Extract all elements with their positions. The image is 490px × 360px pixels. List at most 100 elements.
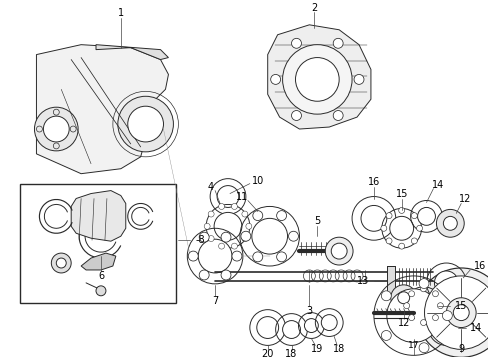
Circle shape [198, 239, 232, 273]
Circle shape [217, 186, 239, 207]
Text: 6: 6 [98, 271, 104, 281]
Circle shape [295, 58, 339, 101]
Circle shape [242, 211, 248, 217]
Circle shape [231, 243, 238, 249]
Circle shape [333, 38, 343, 48]
Circle shape [398, 292, 410, 304]
Polygon shape [36, 45, 169, 174]
Text: 9: 9 [458, 345, 465, 354]
Circle shape [354, 75, 364, 84]
Text: 15: 15 [395, 189, 408, 199]
Text: 19: 19 [311, 345, 323, 354]
Circle shape [420, 286, 426, 292]
Text: 20: 20 [262, 349, 274, 359]
Circle shape [446, 298, 476, 328]
Polygon shape [268, 25, 371, 129]
Circle shape [325, 237, 353, 265]
Circle shape [304, 319, 319, 333]
Circle shape [437, 318, 456, 337]
Circle shape [419, 343, 429, 353]
Circle shape [321, 315, 337, 330]
Text: 5: 5 [314, 216, 320, 226]
Text: 12: 12 [397, 318, 410, 328]
Circle shape [411, 238, 417, 244]
Circle shape [231, 203, 238, 210]
Circle shape [199, 232, 209, 242]
Text: 10: 10 [252, 176, 264, 186]
Circle shape [438, 303, 443, 309]
Circle shape [56, 258, 66, 268]
Circle shape [433, 315, 439, 321]
Circle shape [399, 243, 405, 249]
Circle shape [34, 107, 78, 151]
Text: 12: 12 [459, 194, 471, 203]
Circle shape [188, 251, 198, 261]
Circle shape [386, 238, 392, 244]
Circle shape [381, 291, 392, 301]
Text: 14: 14 [470, 323, 483, 333]
Circle shape [44, 116, 69, 142]
Text: 3: 3 [306, 306, 313, 316]
Circle shape [416, 268, 490, 357]
Text: 4: 4 [207, 181, 213, 192]
Circle shape [381, 225, 387, 231]
Circle shape [420, 320, 426, 325]
Text: 16: 16 [474, 261, 487, 271]
Circle shape [292, 38, 301, 48]
Circle shape [387, 289, 441, 342]
Text: 1: 1 [118, 8, 124, 18]
Text: 2: 2 [311, 3, 318, 13]
Circle shape [128, 106, 164, 142]
Circle shape [96, 286, 106, 296]
Circle shape [221, 232, 231, 242]
Text: 17: 17 [408, 341, 419, 350]
Circle shape [270, 75, 281, 84]
Polygon shape [71, 190, 126, 241]
Circle shape [221, 270, 231, 280]
Text: 7: 7 [212, 296, 218, 306]
Circle shape [246, 223, 252, 229]
Circle shape [289, 231, 298, 241]
Circle shape [219, 203, 224, 210]
Text: 14: 14 [432, 180, 444, 190]
Polygon shape [96, 45, 169, 59]
Text: 13: 13 [357, 276, 369, 286]
Circle shape [283, 45, 352, 114]
Text: 18: 18 [333, 345, 345, 354]
Circle shape [242, 235, 248, 242]
Circle shape [437, 210, 464, 237]
Circle shape [433, 291, 439, 297]
Circle shape [208, 211, 214, 217]
Circle shape [199, 270, 209, 280]
Circle shape [391, 285, 416, 311]
Circle shape [424, 276, 490, 349]
Circle shape [292, 111, 301, 121]
Circle shape [411, 213, 417, 219]
Circle shape [277, 252, 287, 262]
Polygon shape [81, 253, 116, 270]
Text: -8: -8 [195, 235, 205, 245]
Circle shape [416, 225, 422, 231]
Circle shape [381, 330, 392, 341]
Circle shape [208, 235, 214, 242]
Circle shape [257, 316, 279, 338]
Bar [20, 184, 176, 303]
Circle shape [241, 231, 251, 241]
Bar [387, 266, 395, 296]
Circle shape [413, 295, 435, 316]
Text: 11: 11 [236, 192, 248, 202]
Circle shape [253, 211, 263, 221]
Circle shape [443, 216, 457, 230]
Circle shape [419, 279, 429, 288]
Circle shape [435, 271, 458, 295]
Circle shape [283, 321, 300, 338]
Circle shape [409, 315, 415, 321]
Text: 15: 15 [455, 301, 467, 311]
Circle shape [253, 252, 263, 262]
Circle shape [232, 251, 242, 261]
Circle shape [399, 207, 405, 213]
Circle shape [390, 216, 414, 240]
Circle shape [453, 305, 469, 321]
Circle shape [331, 243, 347, 259]
Circle shape [51, 253, 71, 273]
